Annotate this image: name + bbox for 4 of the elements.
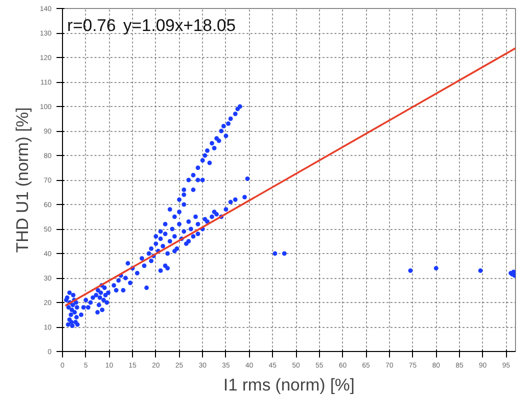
annotation: r=0.76 [67, 16, 116, 35]
annotation: y=1.09x+18.05 [123, 16, 236, 35]
y-axis-title: THD U1 (norm) [%] [12, 107, 32, 253]
x-axis-title: I1 rms (norm) [%] [223, 376, 355, 394]
